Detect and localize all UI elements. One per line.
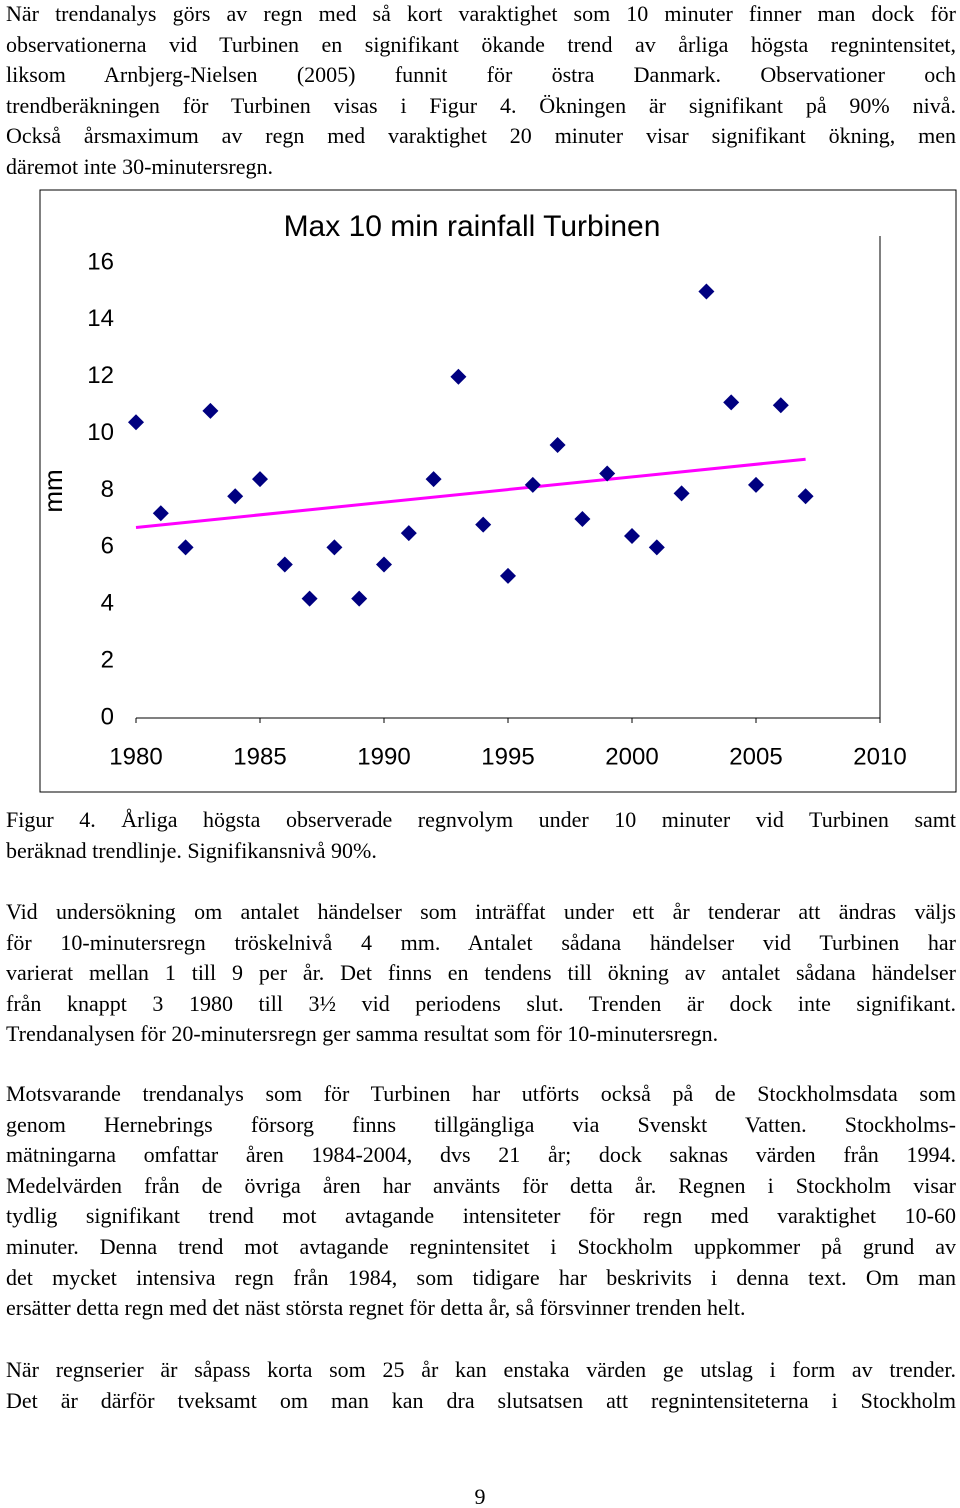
data-point [128,414,144,431]
data-point [524,476,541,493]
paragraph: Motsvarande trendanalys som för Turbinen… [6,1079,956,1324]
data-point [549,437,566,453]
data-point [797,488,814,505]
text-line: däremot inte 30-minutersregn. [6,153,273,179]
text-line: mätningarna omfattar åren 1984-2004, dvs… [6,1142,956,1168]
data-point [648,539,665,556]
data-point [599,465,616,482]
text-line: det mycket intensiva regn från 1984, som… [6,1264,956,1290]
data-point [425,471,442,488]
text-line: observationerna vid Turbinen en signifik… [6,31,956,57]
text-line: ersätter detta regn med det näst största… [6,1295,746,1321]
text-line: minuter. Denna trend mot avtagande regni… [6,1233,956,1259]
data-point [748,476,764,493]
x-tick-label: 1990 [357,743,410,770]
text-line: varierat mellan 1 till 9 per år. Det fin… [6,960,956,986]
data-point [177,539,194,556]
data-point [351,590,368,607]
paragraph: När regnserier är såpass korta som 25 år… [6,1355,956,1416]
text-line: Det är därför tveksamt om man kan dra sl… [6,1387,956,1413]
x-tick-label: 1985 [233,743,286,770]
data-point [723,394,740,411]
data-point [227,488,244,505]
figure-frame [39,189,957,793]
y-tick-label: 2 [101,646,114,673]
paragraph: Vid undersökning om antalet händelser so… [6,897,956,1050]
x-tick-label: 2010 [853,743,906,770]
paragraph: När trendanalys görs av regn med så kort… [6,0,956,183]
text-line: Trendanalysen för 20-minutersregn ger sa… [6,1021,719,1047]
data-point [772,397,789,414]
x-tick-label: 1995 [481,743,534,770]
text-line: beräknad trendlinje. Signifikansnivå 90%… [6,837,377,863]
text-line: genom Hernebrings försorg finns tillgäng… [6,1111,956,1137]
data-point [202,402,219,419]
data-point [475,516,492,533]
text-line: tydlig signifikant trend mot avtagande i… [6,1203,956,1229]
data-point [500,567,516,584]
data-point [624,528,640,544]
data-point [252,471,268,488]
text-line: När regnserier är såpass korta som 25 år… [6,1357,956,1382]
data-point [450,368,467,385]
data-point [301,590,318,607]
y-tick-label: 0 [101,703,114,730]
y-tick-label: 16 [87,248,114,275]
page-number: 9 [474,1484,486,1508]
data-point [376,556,392,573]
x-tick-label: 1980 [109,743,162,770]
text-line: Motsvarande trendanalys som för Turbinen… [6,1081,956,1106]
trend-line [135,457,806,529]
text-line: När trendanalys görs av regn med så kort… [6,1,956,26]
text-line: från knappt 3 1980 till 3½ vid periodens… [6,990,956,1016]
data-point [276,556,293,573]
y-tick-label: 12 [87,362,114,389]
y-tick-label: 14 [87,305,114,332]
paragraph: Figur 4. Årliga högsta observerade regnv… [6,805,956,866]
data-point [574,510,591,527]
text-line: trendberäkningen för Turbinen visas i Fi… [6,92,956,118]
x-tick-label: 2005 [729,743,782,770]
text-line: Också årsmaximum av regn med varaktighet… [6,123,956,149]
data-point [698,283,715,300]
text-line: liksom Arnbjerg-Nielsen (2005) funnit fö… [6,62,956,88]
y-tick-label: 10 [87,419,114,446]
text-line: för 10-minutersregn tröskelnivå 4 mm. An… [6,929,956,955]
y-axis-label: mm [38,469,68,512]
chart-title: Max 10 min rainfall Turbinen [284,210,661,243]
y-tick-label: 8 [101,476,114,503]
y-tick-label: 6 [101,533,114,560]
x-tick-label: 2000 [605,743,658,770]
text-line: Vid undersökning om antalet händelser so… [6,899,956,924]
y-tick-label: 4 [101,590,114,617]
data-point [326,539,343,556]
text-line: Figur 4. Årliga högsta observerade regnv… [6,807,956,832]
data-point [400,525,417,542]
data-point [673,485,690,502]
data-point [152,505,169,522]
text-line: Medelvärden från de övriga åren har anvä… [6,1172,956,1198]
